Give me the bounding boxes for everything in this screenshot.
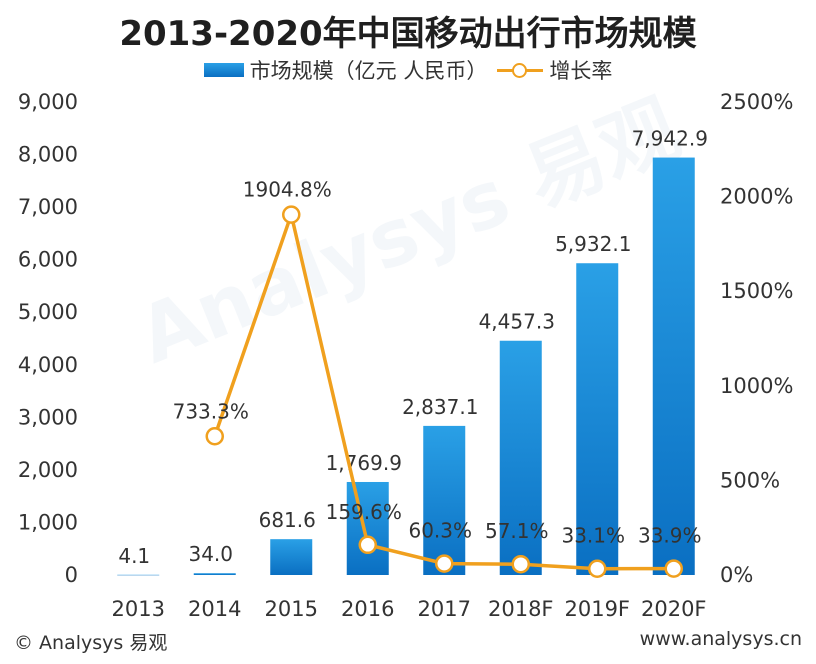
y-left-tick-label: 8,000	[18, 143, 78, 167]
growth-rate-point	[358, 535, 377, 555]
growth-rate-label: 733.3%	[173, 399, 249, 423]
growth-rate-point	[205, 427, 224, 446]
legend-item-bar: 市场规模（亿元 人民币）	[203, 55, 488, 85]
bar	[499, 340, 542, 575]
x-tick-label: 2013	[112, 597, 165, 621]
y-right-tick-label: 1500%	[720, 279, 793, 303]
legend-bar-label: 市场规模（亿元 人民币）	[249, 59, 488, 83]
y-left-tick-label: 6,000	[18, 248, 78, 272]
growth-rate-label: 33.9%	[638, 524, 702, 548]
legend-bar-swatch	[203, 63, 244, 77]
growth-rate-point	[511, 554, 530, 574]
y-right-tick-label: 0%	[720, 563, 753, 587]
y-left-tick-label: 0	[65, 563, 78, 587]
chart-title: 2013-2020年中国移动出行市场规模	[119, 14, 697, 54]
growth-rate-point	[282, 205, 301, 224]
x-tick-label: 2015	[265, 597, 318, 621]
y-right-tick-label: 500%	[720, 468, 780, 492]
growth-rate-label: 1904.8%	[243, 178, 332, 202]
x-tick-label: 2018F	[488, 597, 554, 621]
bar-value-label: 5,932.1	[555, 232, 631, 256]
x-tick-label: 2016	[341, 597, 394, 621]
bar	[346, 481, 389, 575]
bar-value-label: 1,769.9	[326, 451, 402, 475]
legend-item-line: 增长率	[497, 55, 612, 85]
legend-line-label: 增长率	[549, 59, 613, 83]
y-right-tick-label: 1000%	[720, 374, 793, 398]
y-right-tick-label: 2000%	[720, 185, 793, 209]
legend-line-swatch	[497, 63, 544, 78]
footer-url: www.analysys.cn	[639, 628, 802, 650]
growth-rate-label: 57.1%	[485, 519, 549, 543]
y-left-tick-label: 9,000	[18, 90, 78, 114]
legend: 市场规模（亿元 人民币） 增长率	[0, 56, 816, 84]
x-tick-label: 2014	[188, 597, 241, 621]
growth-rate-label: 159.6%	[326, 500, 402, 524]
bar	[423, 425, 466, 575]
y-left-tick-label: 2,000	[18, 458, 78, 482]
x-tick-label: 2019F	[564, 597, 630, 621]
y-right-tick-label: 2500%	[720, 90, 793, 114]
bar-value-label: 681.6	[259, 508, 316, 532]
y-left-tick-label: 3,000	[18, 405, 78, 429]
bar	[117, 574, 160, 576]
bar	[193, 573, 236, 575]
x-tick-label: 2020F	[641, 597, 707, 621]
y-left-tick-label: 4,000	[18, 353, 78, 377]
bar-value-label: 2,837.1	[402, 395, 478, 419]
growth-rate-label: 60.3%	[408, 519, 472, 543]
growth-rate-point	[588, 559, 607, 578]
bar	[270, 539, 313, 575]
bar	[652, 157, 695, 576]
y-left-tick-label: 7,000	[18, 195, 78, 219]
y-left-tick-label: 1,000	[18, 510, 78, 534]
footer-copyright: © Analysys 易观	[14, 632, 168, 654]
bar-value-label: 4,457.3	[479, 310, 555, 334]
bar	[576, 263, 619, 575]
x-tick-label: 2017	[418, 597, 471, 621]
y-left-tick-label: 5,000	[18, 300, 78, 324]
bar-value-label: 7,942.9	[632, 127, 708, 151]
growth-rate-point	[435, 554, 454, 573]
growth-rate-label: 33.1%	[561, 524, 625, 548]
bar-value-label: 34.0	[188, 542, 233, 566]
growth-rate-point	[664, 559, 683, 578]
bar-value-label: 4.1	[118, 544, 150, 568]
